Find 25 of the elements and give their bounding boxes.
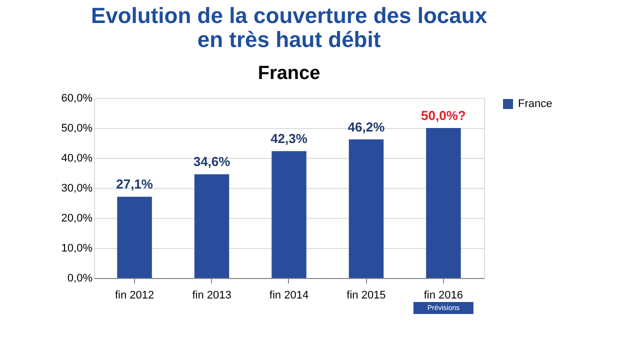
x-tick-label: fin 2016 — [424, 290, 464, 302]
text: 50,0%? — [421, 108, 466, 123]
x-tick-label: fin 2014 — [269, 290, 309, 302]
bar — [272, 151, 306, 278]
x-tick-label: fin 2012 — [114, 290, 154, 302]
x-tick-label: fin 2015 — [346, 290, 386, 302]
text: 34,6% — [193, 154, 230, 170]
chart-subtitle: France — [258, 63, 320, 84]
y-tick-label: 0,0% — [67, 272, 93, 284]
chart-title: Evolution de la couverture des locaux en très haut débit — [90, 3, 488, 52]
bar — [117, 196, 152, 278]
y-tick-label: 40,0% — [61, 152, 93, 164]
text: 42,3% — [270, 131, 308, 146]
y-tick-label: 60,0% — [61, 92, 93, 104]
bar — [194, 174, 230, 278]
bar — [426, 128, 461, 278]
text: 46,2% — [348, 119, 385, 134]
bar — [348, 139, 384, 278]
text: 27,1% — [116, 176, 153, 192]
y-tick-label: 10,0% — [61, 242, 93, 254]
x-tick-label: fin 2013 — [192, 290, 232, 302]
y-tick-label: 50,0% — [61, 122, 93, 134]
y-tick-label: 30,0% — [61, 182, 93, 194]
y-tick-label: 20,0% — [61, 212, 93, 224]
legend-label: France — [518, 98, 552, 110]
